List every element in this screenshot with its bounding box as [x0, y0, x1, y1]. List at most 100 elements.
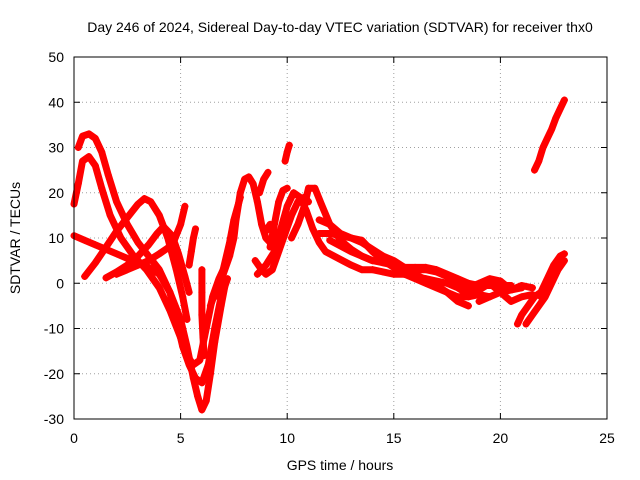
x-tick-label: 0: [70, 430, 78, 446]
plot-frame: [73, 56, 608, 420]
data-point: [199, 334, 207, 342]
data-point: [198, 266, 206, 274]
data-point: [253, 198, 261, 206]
x-tick-label: 20: [493, 430, 509, 446]
data-point: [192, 225, 200, 233]
data-point: [464, 293, 472, 301]
data-point: [155, 270, 163, 278]
data-point: [249, 180, 257, 188]
series-line: [537, 259, 564, 301]
data-point: [211, 293, 219, 301]
data-point: [185, 261, 193, 269]
series-arc-14: [262, 220, 278, 242]
grid: [74, 57, 607, 419]
data-point: [475, 282, 483, 290]
data-point: [236, 193, 244, 201]
data-point: [98, 184, 106, 192]
data-point: [102, 274, 110, 282]
data-point: [543, 134, 551, 142]
data-point: [145, 241, 153, 249]
data-point: [486, 282, 494, 290]
data-point: [496, 288, 504, 296]
data-point: [255, 189, 263, 197]
data-point: [422, 263, 430, 271]
data-point: [113, 270, 121, 278]
data-point: [556, 252, 564, 260]
data-point: [123, 266, 131, 274]
data-point: [513, 320, 521, 328]
data-point: [539, 144, 547, 151]
data-point: [181, 272, 189, 280]
series-line: [531, 96, 568, 174]
data-point: [368, 248, 376, 256]
data-point: [91, 241, 99, 249]
data-point: [290, 189, 298, 197]
data-point: [153, 229, 161, 237]
y-tick-label: -20: [44, 366, 64, 382]
x-tick-label: 10: [279, 430, 295, 446]
data-point: [172, 266, 180, 274]
series-arc-8: [198, 266, 208, 360]
data-point: [309, 225, 317, 233]
series-arc-20: [326, 236, 472, 310]
data-point: [145, 263, 153, 271]
data-point: [104, 171, 112, 179]
data-point: [183, 315, 191, 323]
data-point: [315, 239, 323, 247]
tick-labels: 0 5 10 15 20 25 -30 -20 -10 0 10 20 30 40 50: [44, 49, 615, 446]
data-point: [432, 282, 440, 290]
data-point: [358, 266, 366, 274]
data-point: [287, 211, 295, 219]
data-point: [315, 229, 323, 237]
y-axis-label: SDTVAR / TECUs: [7, 182, 23, 294]
data-point: [74, 144, 82, 151]
data-point: [411, 270, 419, 278]
data-point: [245, 173, 253, 181]
y-tick-label: 20: [48, 185, 64, 201]
data-point: [283, 148, 291, 156]
data-point: [326, 236, 334, 244]
x-axis-label: GPS time / hours: [287, 457, 394, 473]
data-point: [264, 168, 272, 176]
data-point: [535, 157, 543, 165]
data-point: [198, 406, 206, 414]
data-point: [189, 234, 197, 242]
data-point: [134, 261, 142, 269]
data-point: [322, 248, 330, 256]
data-point: [79, 157, 87, 165]
data-point: [300, 202, 308, 210]
data-point: [524, 302, 532, 310]
data-point: [486, 293, 494, 301]
data-point: [172, 315, 180, 323]
data-point: [155, 250, 163, 258]
data-point: [475, 291, 483, 299]
y-tick-label: 30: [48, 140, 64, 156]
data-point: [81, 272, 89, 280]
data-point: [518, 293, 526, 301]
x-tick-label: 15: [386, 430, 402, 446]
data-point: [411, 263, 419, 271]
data-point: [185, 288, 193, 296]
data-point: [507, 286, 515, 294]
data-point: [454, 297, 462, 305]
data-point: [226, 239, 234, 247]
data-point: [134, 200, 142, 208]
data-point: [198, 379, 206, 387]
data-point: [317, 200, 325, 208]
y-tick-label: 10: [48, 230, 64, 246]
data-point: [91, 134, 99, 142]
data-point: [230, 216, 238, 224]
data-point: [102, 243, 110, 251]
data-point: [79, 132, 87, 140]
data-point: [258, 220, 266, 228]
series-arc-24: [537, 259, 564, 301]
data-point: [85, 130, 93, 138]
y-tick-label: 40: [48, 94, 64, 110]
series-arc-4: [81, 195, 191, 323]
data-point: [339, 257, 347, 265]
data-point: [262, 270, 270, 278]
data-point: [347, 234, 355, 242]
data-point: [134, 252, 142, 260]
data-point: [368, 266, 376, 274]
